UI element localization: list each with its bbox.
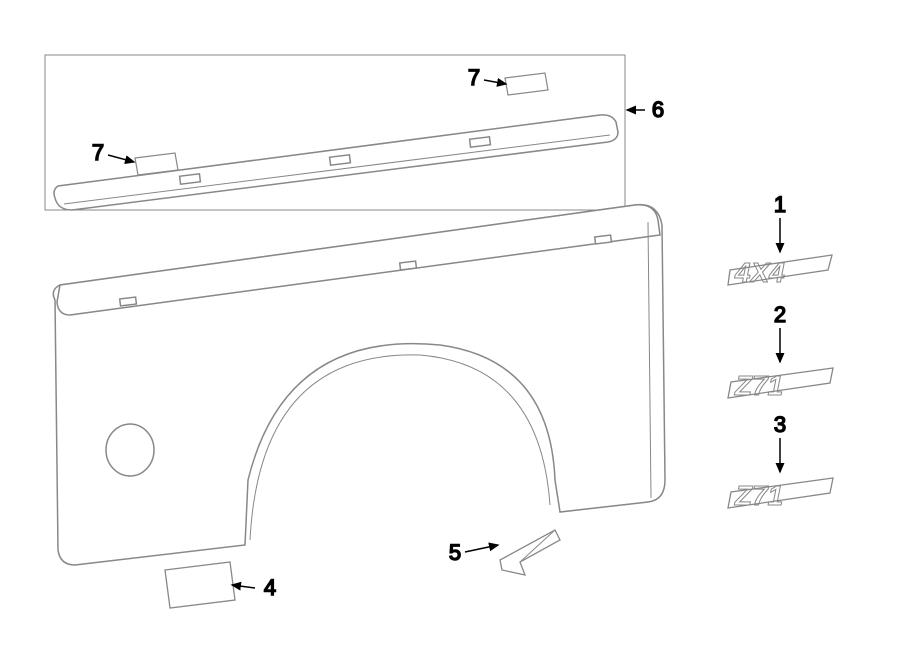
rail-pad-right	[505, 73, 548, 95]
callout-3: 3	[774, 412, 786, 437]
stone-guard	[165, 562, 235, 608]
decal-4x4: 4X4	[728, 255, 832, 288]
callout-7b: 7	[468, 65, 480, 90]
bed-side-panel	[53, 205, 665, 565]
decal-z71-a: Z71	[728, 368, 833, 401]
callout-7a: 7	[92, 140, 104, 165]
decal-4x4-text: 4X4	[734, 257, 785, 288]
callout-1: 1	[774, 192, 786, 217]
decal-z71-b: Z71	[728, 478, 833, 511]
callout-4: 4	[264, 575, 276, 600]
callout-2: 2	[774, 302, 786, 327]
decal-z71-a-text: Z71	[734, 370, 783, 401]
callout-6: 6	[652, 97, 664, 122]
mud-flap	[500, 530, 560, 575]
decal-z71-b-text: Z71	[734, 480, 783, 511]
callout-5: 5	[449, 540, 461, 565]
